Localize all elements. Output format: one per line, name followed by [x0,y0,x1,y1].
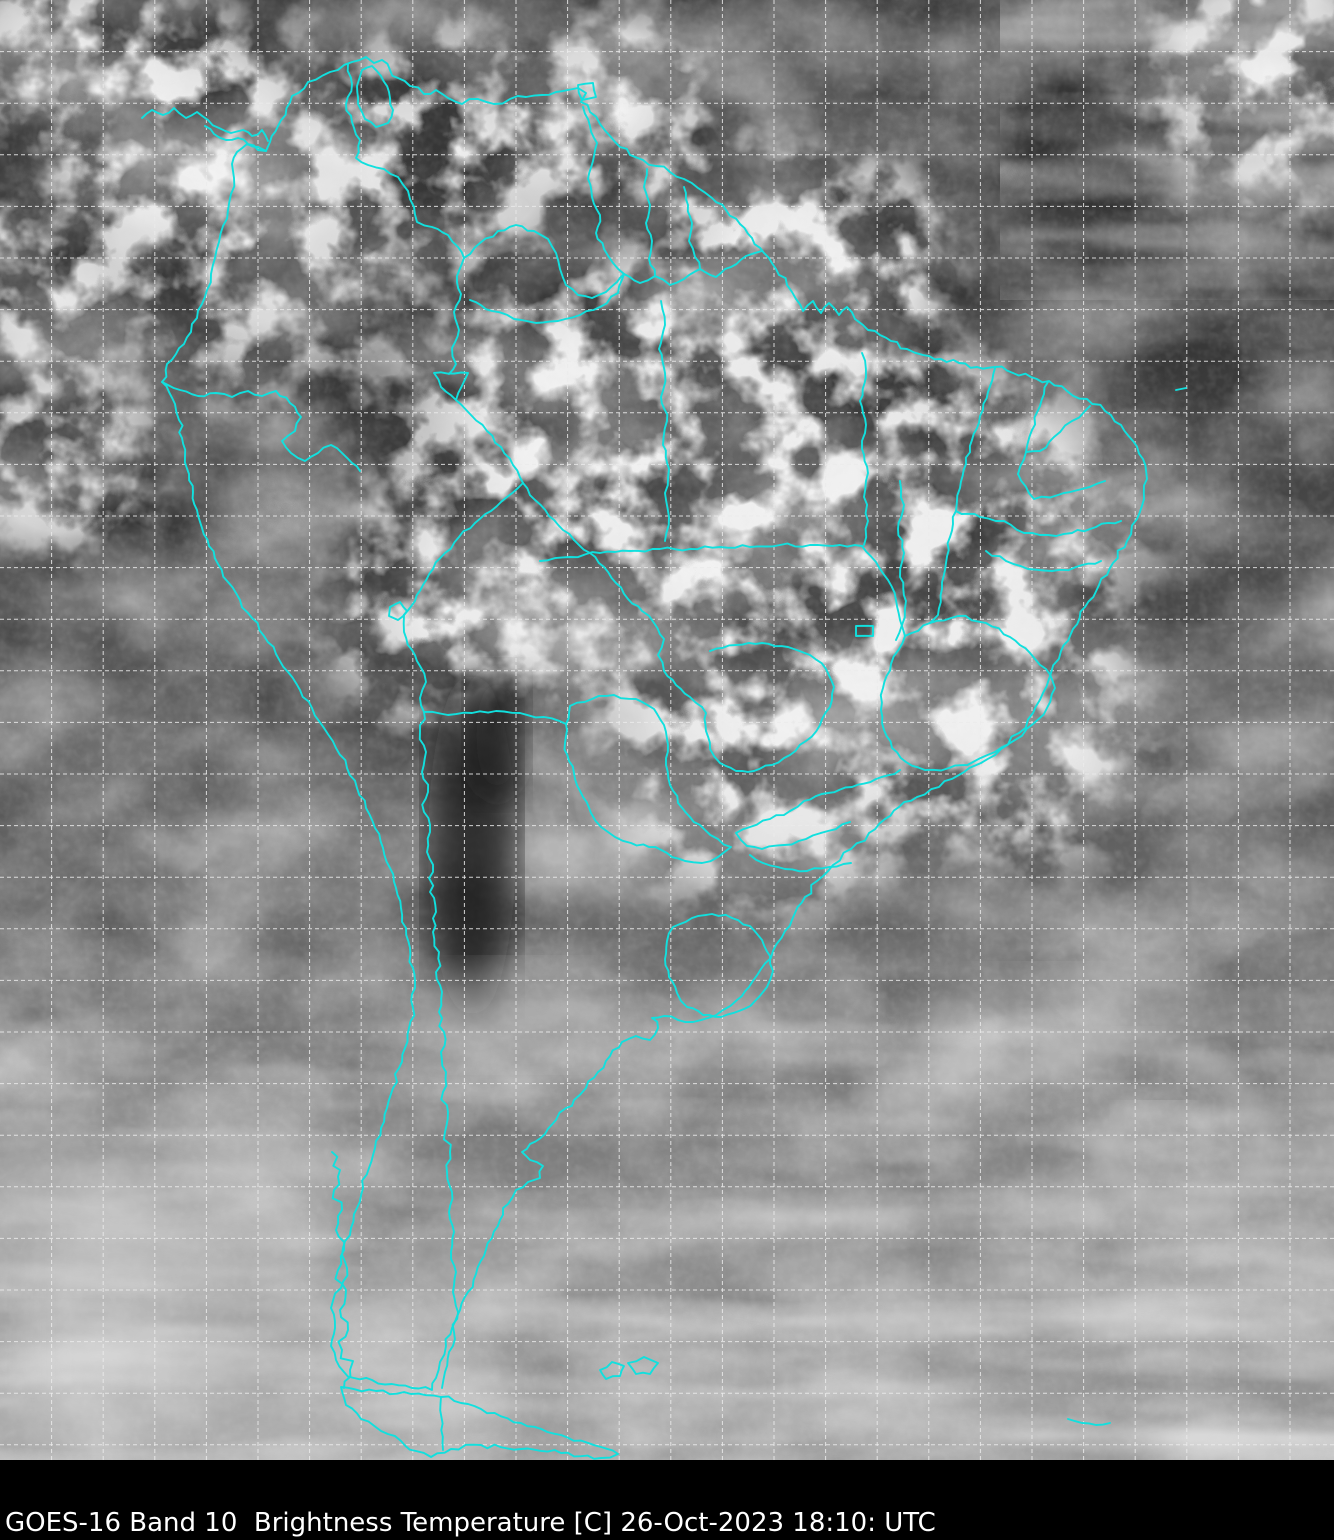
boundary-line [423,710,567,725]
boundary-line [746,821,851,850]
boundary-line [955,510,1005,522]
boundary-overlay-layer [141,56,1187,1460]
boundary-line [627,1356,659,1375]
boundary-line [455,399,524,484]
boundary-line [859,352,869,546]
boundary-line [433,371,469,401]
boundary-line [1017,381,1049,475]
boundary-line [275,390,361,472]
boundary-line [141,107,269,142]
boundary-line [539,542,863,562]
satellite-map [0,0,1334,1460]
caption-text: GOES-16 Band 10 Brightness Temperature [… [5,1508,936,1538]
boundary-line [643,168,656,277]
boundary-line [161,381,277,398]
boundary-line [388,601,408,621]
satellite-map-image [0,0,1334,1460]
boundary-line [340,1386,619,1460]
boundary-line [895,480,907,641]
boundary-line [623,250,763,286]
boundary-line [985,550,1102,572]
boundary-line [1175,387,1187,391]
boundary-line [402,614,427,713]
boundary-line [701,641,835,773]
boundary-line [658,300,670,542]
boundary-line [204,125,267,152]
caption-bar: GOES-16 Band 10 Brightness Temperature [… [0,1460,1334,1540]
boundary-line [161,56,1148,1391]
boundary-line [683,186,701,270]
boundary-line [955,367,996,512]
cloud-imagery-layer [0,0,1334,1460]
boundary-line [861,545,906,637]
boundary-line [735,810,791,847]
boundary-line [403,482,524,616]
boundary-line [463,224,625,299]
boundary-line [789,769,901,812]
boundary-line [331,1151,354,1389]
boundary-line [573,539,703,708]
boundary-line [855,624,874,637]
boundary-line [448,257,465,375]
boundary-line [418,711,459,1389]
boundary-line [469,273,625,324]
boundary-line [929,510,957,624]
boundary-line [599,1361,625,1380]
boundary-line [749,854,852,873]
boundary-line [563,694,732,864]
boundary-line [1067,1418,1111,1426]
boundary-line [1017,473,1106,500]
cyclone-swirl [915,958,1327,1219]
boundary-line [439,1396,444,1451]
boundary-line [879,614,1056,772]
boundary-line [577,82,597,101]
boundary-line [356,65,394,128]
boundary-line [1025,405,1091,453]
boundary-line [664,913,774,1018]
boundary-line [522,482,575,541]
boundary-line [582,106,625,275]
boundary-line [345,63,465,259]
boundary-line [1003,520,1122,537]
